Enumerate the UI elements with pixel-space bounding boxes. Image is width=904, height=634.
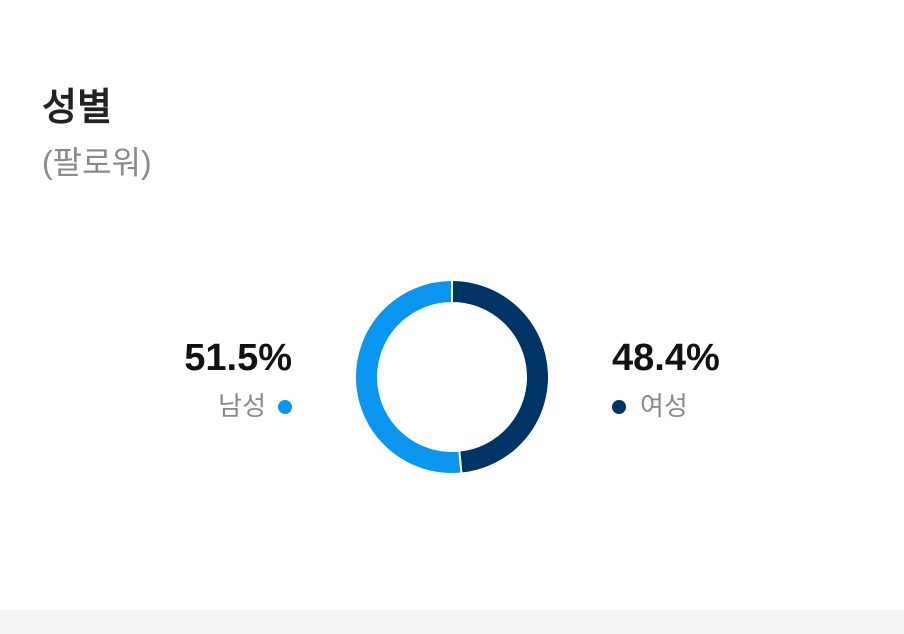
- donut-segment: [353, 278, 463, 475]
- legend-label: 남성: [218, 391, 266, 421]
- legend-dot: [278, 400, 292, 414]
- donut-segment: [451, 278, 550, 475]
- chart-title: 성별: [42, 87, 112, 129]
- value-label: 51.5%: [184, 337, 292, 379]
- value-label: 48.4%: [612, 337, 720, 379]
- legend-dot: [612, 400, 626, 414]
- chart-subtitle: (팔로워): [42, 144, 152, 180]
- legend-label: 여성: [640, 391, 688, 421]
- bottom-band: [0, 610, 904, 634]
